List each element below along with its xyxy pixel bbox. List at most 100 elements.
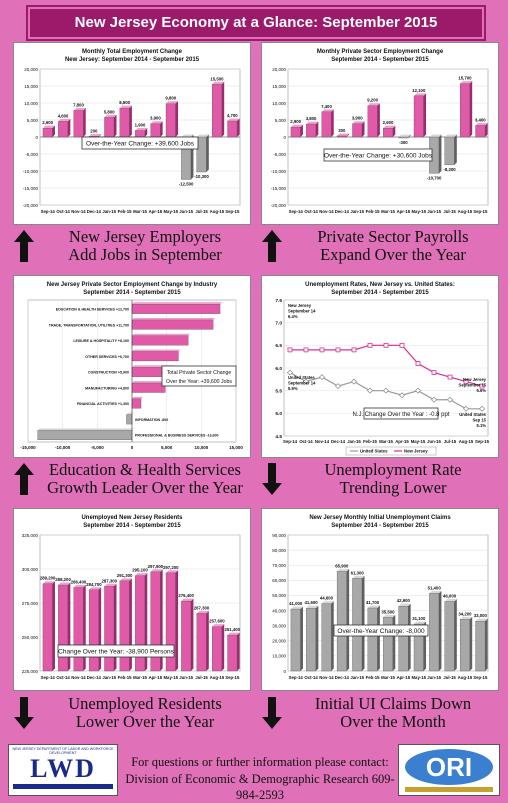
y-tick-label: 5.0 xyxy=(275,411,282,417)
bar-side xyxy=(485,618,488,671)
y-tick-label: -15,000 xyxy=(23,186,39,191)
x-tick-label: Aug-15 xyxy=(210,675,225,680)
bar xyxy=(321,603,332,672)
bar-side xyxy=(469,81,473,137)
bar xyxy=(413,95,424,138)
bar xyxy=(336,571,347,672)
bar-top xyxy=(383,614,396,618)
y-tick-label: -10,000 xyxy=(23,169,39,174)
x-tick-label: Nov-14 xyxy=(319,209,334,214)
annotation-box xyxy=(57,644,175,658)
x-tick-label: Dec-14 xyxy=(87,675,102,680)
bar-side xyxy=(129,105,132,137)
bar-top xyxy=(414,93,427,96)
data-label: -8,200 xyxy=(443,167,456,172)
x-tick-label: Jul-15 xyxy=(444,439,457,444)
initial-claims-panel: New Jersey Monthly Initial Unemployment … xyxy=(261,508,499,691)
y-tick-label: 7.5 xyxy=(275,298,282,304)
x-tick-label: Dec-14 xyxy=(335,675,350,680)
data-point xyxy=(351,378,357,385)
ori-logo-text: ORI xyxy=(426,752,472,782)
bar xyxy=(58,584,68,672)
x-tick-label: Oct-14 xyxy=(56,675,70,680)
bar-top xyxy=(306,605,319,609)
data-point xyxy=(431,370,437,375)
data-label: 287,300 xyxy=(101,578,117,583)
bar xyxy=(321,111,332,138)
bar-side xyxy=(423,93,427,137)
bar-side xyxy=(331,109,334,137)
bar-top xyxy=(73,107,86,111)
data-label: 288,200 xyxy=(55,577,71,582)
data-point xyxy=(303,378,309,385)
data-label: 295,100 xyxy=(132,568,148,573)
x-tick-label: Oct-14 xyxy=(304,209,318,214)
chart-title: Monthly Total Employment Change xyxy=(82,49,183,55)
unemployed-residents-panel: Unemployed New Jersey Residents September… xyxy=(13,508,251,691)
x-tick-label: Apr-15 xyxy=(149,675,163,680)
y-tick-label: 10,000 xyxy=(24,101,38,106)
bar-top xyxy=(135,128,148,131)
bar-side xyxy=(392,614,396,671)
total-employment-chart: Monthly Total Employment Change New Jerse… xyxy=(23,49,241,214)
bar-top xyxy=(429,134,442,137)
category-label: CONSTRUCTION +5,900 xyxy=(88,371,129,375)
bar-side xyxy=(221,624,225,671)
x-tick-label: Mar-15 xyxy=(381,675,395,680)
y-tick-label: -20,000 xyxy=(271,203,287,208)
bar xyxy=(165,103,176,138)
bar xyxy=(227,120,238,138)
data-label: 9,200 xyxy=(367,98,378,103)
x-tick-label: Jan-15 xyxy=(350,675,364,680)
lwd-logo: NEW JERSEY DEPARTMENT OF LABOR AND WORKF… xyxy=(8,744,118,796)
x-tick-label: 15,000 xyxy=(229,445,243,450)
y-tick-label: 4.5 xyxy=(275,434,282,440)
y-tick-label: 6.0 xyxy=(275,366,282,372)
y-tick-label: 70,000 xyxy=(272,563,286,568)
data-label: -10,300 xyxy=(194,174,209,179)
x-tick-label: Aug-15 xyxy=(458,209,473,214)
bar xyxy=(475,620,486,672)
category-label: PROFESSIONAL & BUSINESS SERVICES -13,600 xyxy=(135,434,219,438)
data-point xyxy=(399,342,405,348)
data-label: 31,100 xyxy=(412,616,426,621)
y-tick-label: -10,000 xyxy=(271,169,287,174)
bar-side xyxy=(377,103,380,137)
data-label: 267,300 xyxy=(194,605,210,610)
y-tick-label: 6.5 xyxy=(275,343,282,349)
x-tick-label: Jun-15 xyxy=(179,209,193,214)
data-point xyxy=(431,396,437,403)
chart-title: Monthly Private Sector Employment Change xyxy=(317,49,444,55)
data-point xyxy=(319,347,325,353)
data-label: 35,500 xyxy=(381,609,395,614)
data-point xyxy=(463,379,469,384)
y-tick-label: 10,000 xyxy=(272,101,286,106)
x-tick-label: Apr-15 xyxy=(397,209,411,214)
bar xyxy=(398,136,409,139)
data-point xyxy=(479,383,485,389)
x-tick-label: Feb-15 xyxy=(363,439,377,444)
bar xyxy=(150,571,161,672)
bar xyxy=(88,589,99,672)
bar xyxy=(104,586,115,672)
chart-subtitle: September 2014 - September 2015 xyxy=(331,290,429,296)
chart-subtitle: New Jersey: September 2014 - September 2… xyxy=(65,57,200,63)
bar xyxy=(42,583,53,672)
x-tick-label: Nov-14 xyxy=(319,675,334,680)
data-label: 300 xyxy=(338,128,346,133)
callout-label: New Jersey xyxy=(463,377,487,382)
data-label: 9,800 xyxy=(165,96,176,101)
legend xyxy=(345,446,437,456)
bar-side xyxy=(221,81,225,137)
x-tick-label: Sep-15 xyxy=(473,675,488,680)
data-label: 7,400 xyxy=(321,104,332,109)
bar-side xyxy=(469,616,473,671)
page-title: New Jersey Economy at a Glance: Septembe… xyxy=(28,7,484,39)
bar-top xyxy=(444,598,457,602)
bar xyxy=(181,600,192,672)
bar xyxy=(429,593,440,672)
bar-side xyxy=(237,118,240,137)
bar-side xyxy=(190,598,194,671)
up-arrow-icon xyxy=(14,230,34,262)
y-tick-label: 0 xyxy=(283,135,286,140)
